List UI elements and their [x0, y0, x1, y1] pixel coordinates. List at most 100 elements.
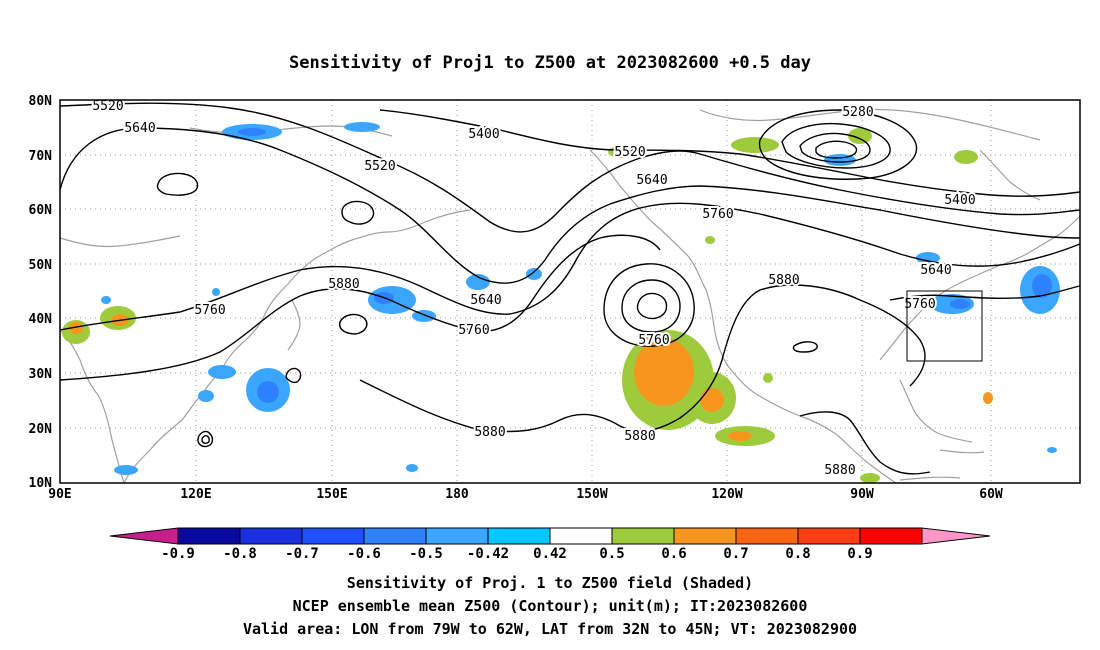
contour-closed-east-pacific [792, 341, 818, 353]
positive-region [848, 128, 872, 144]
footer-line-3: Valid area: LON from 79W to 62W, LAT fro… [243, 620, 857, 638]
contour-label: 5520 [92, 99, 123, 114]
colorbar-cell [487, 527, 551, 545]
colorbar-label: -0.5 [409, 546, 443, 562]
colorbar: -0.9 -0.8 -0.7 -0.6 -0.5 -0.42 0.42 0.5 0.6 0.7 0.… [109, 527, 991, 562]
negative-region [406, 464, 418, 472]
contour-label: 5520 [614, 145, 645, 160]
colorbar-label: 0.42 [533, 546, 567, 562]
negative-region [114, 465, 138, 475]
contour-5760 [59, 202, 1081, 331]
positive-region [69, 322, 83, 334]
negative-region [198, 390, 214, 402]
negative-region [208, 365, 236, 379]
colorbar-cell [797, 527, 861, 545]
contour-label: 5520 [364, 159, 395, 174]
positive-region [983, 392, 993, 404]
contour-label: 5760 [458, 323, 489, 338]
contour-label: 5760 [904, 297, 935, 312]
contour-closed-eurasia [156, 172, 199, 196]
contour-closed-ring-b [201, 435, 210, 444]
lon-tick-label: 120W [711, 487, 742, 502]
colorbar-cell [859, 527, 923, 545]
colorbar-cell [239, 527, 303, 545]
colorbar-label: -0.42 [467, 546, 509, 562]
contour-closed-siberia [341, 200, 375, 225]
lat-tick-label: 60N [29, 203, 53, 218]
contour-closed-pacific [339, 313, 368, 335]
contour-label: 5400 [944, 193, 975, 208]
colorbar-cell [363, 527, 427, 545]
colorbar-arrow-right [921, 527, 991, 545]
z500-contours [59, 102, 1081, 475]
colorbar-label: -0.7 [285, 546, 319, 562]
lon-tick-label: 90E [48, 487, 71, 502]
contour-low-ring-3 [815, 140, 858, 159]
colorbar-label: 0.6 [661, 546, 686, 562]
contour-label: 5640 [920, 263, 951, 278]
contour-label: 5880 [824, 463, 855, 478]
contour-5280 [758, 109, 918, 180]
contour-closed-ring-a [197, 430, 214, 448]
negative-region [344, 122, 380, 132]
positive-region [728, 431, 752, 441]
figure-title: Sensitivity of Proj1 to Z500 at 20230826… [289, 53, 811, 73]
lat-tick-label: 80N [29, 94, 53, 109]
contour-label: 5640 [124, 121, 155, 136]
negative-region [257, 381, 279, 403]
colorbar-label: 0.5 [599, 546, 624, 562]
positive-region [954, 150, 978, 164]
contour-low-ring-2 [799, 132, 871, 163]
contour-5880-south [359, 284, 926, 433]
lat-tick-label: 40N [29, 312, 53, 327]
contour-5640-north [59, 127, 1081, 284]
lon-tick-label: 150W [576, 487, 607, 502]
colorbar-cell [673, 527, 737, 545]
negative-region [466, 274, 490, 290]
negative-region [1047, 447, 1057, 453]
colorbar-label: -0.9 [161, 546, 195, 562]
colorbar-cell [177, 527, 241, 545]
contour-label: 5760 [638, 333, 669, 348]
negative-region [950, 299, 970, 309]
contour-5520-north [59, 102, 1081, 233]
colorbar-label: 0.9 [847, 546, 872, 562]
lon-tick-label: 180 [445, 487, 469, 502]
lat-axis: 80N 70N 60N 50N 40N 30N 20N 10N [29, 94, 53, 491]
colorbar-cell [425, 527, 489, 545]
contour-5880-gulf [799, 411, 931, 475]
contour-5880 [59, 234, 661, 381]
contour-pacific-low-inner [621, 279, 681, 333]
contour-label-group: 5520 5640 5400 5520 5280 5520 5640 5760 … [90, 97, 977, 480]
contour-label: 5760 [702, 207, 733, 222]
map-frame [59, 99, 1081, 484]
map-panel: 5520 5640 5400 5520 5280 5520 5640 5760 … [29, 94, 1081, 502]
sensitivity-shading [62, 122, 1060, 483]
colorbar-label: -0.8 [223, 546, 257, 562]
positive-region [705, 236, 715, 244]
positive-region [763, 373, 773, 383]
contour-label: 5880 [624, 429, 655, 444]
contour-label: 5400 [468, 127, 499, 142]
lat-tick-label: 30N [29, 367, 53, 382]
lat-tick-label: 20N [29, 422, 53, 437]
lon-axis: 90E 120E 150E 180 150W 120W 90W 60W [48, 487, 1003, 502]
contour-5400 [379, 109, 1081, 197]
footer-line-2: NCEP ensemble mean Z500 (Contour); unit(… [293, 597, 808, 615]
lon-tick-label: 60W [979, 487, 1003, 502]
contour-low-ring-1 [781, 122, 891, 169]
contour-pacific-low-core [636, 292, 668, 320]
contour-label: 5280 [842, 105, 873, 120]
contour-label: 5640 [636, 173, 667, 188]
negative-region [212, 288, 220, 296]
contour-label: 5640 [470, 293, 501, 308]
valid-area-box [906, 290, 983, 362]
lat-tick-label: 70N [29, 149, 53, 164]
positive-region [860, 473, 880, 483]
colorbar-cell [735, 527, 799, 545]
contour-5880-east [889, 285, 1081, 301]
contour-closed-small [285, 367, 302, 384]
colorbar-arrow-left [109, 527, 179, 545]
lon-tick-label: 90W [850, 487, 874, 502]
